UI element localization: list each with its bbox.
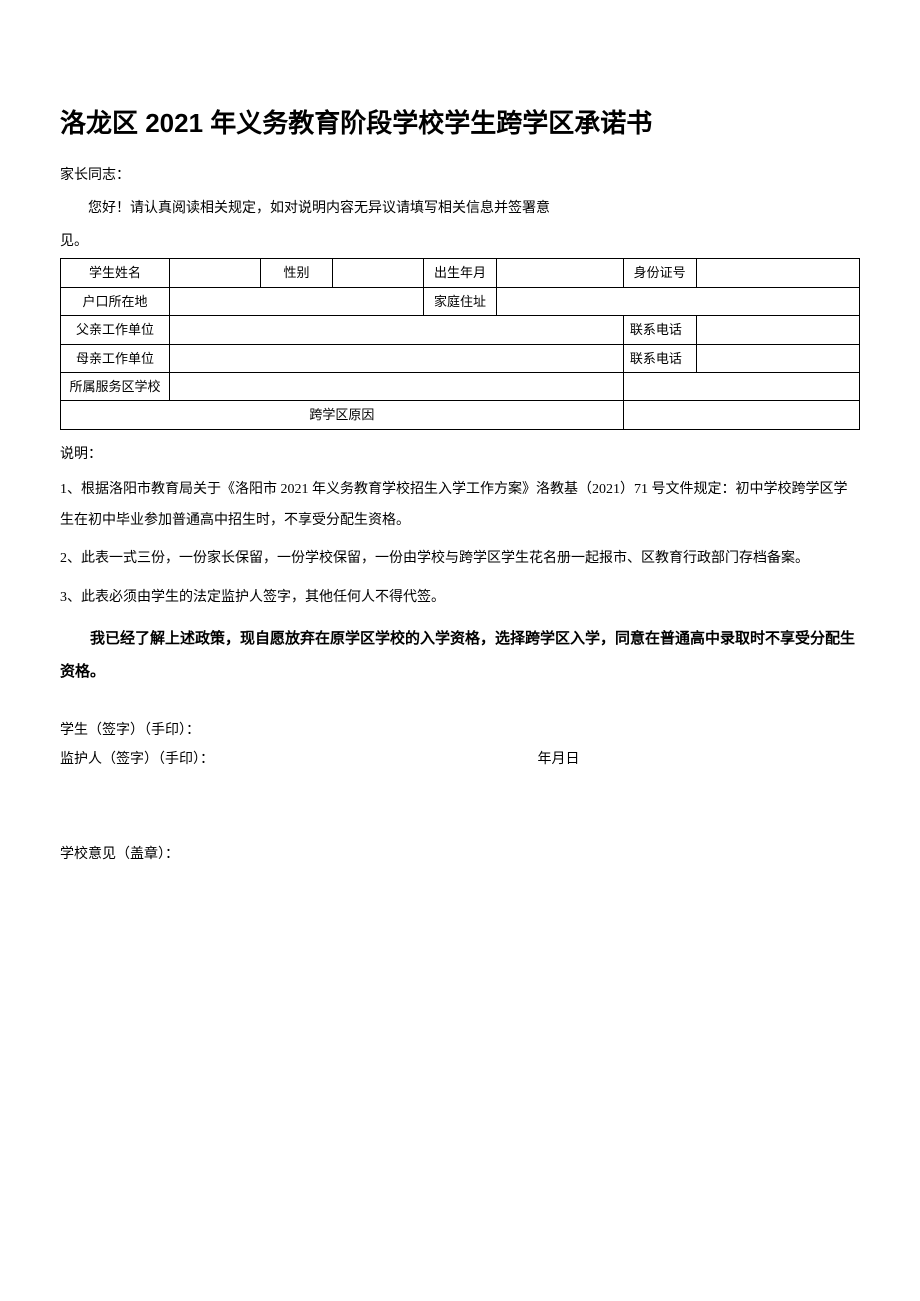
gender-value bbox=[333, 259, 424, 287]
table-row: 所属服务区学校 bbox=[61, 372, 860, 400]
id-value bbox=[696, 259, 860, 287]
description-item-3: 3、此表必须由学生的法定监护人签字，其他任何人不得代签。 bbox=[60, 583, 860, 614]
father-phone-label: 联系电话 bbox=[623, 316, 696, 344]
intro-text: 您好！请认真阅读相关规定，如对说明内容无异议请填写相关信息并签署意 bbox=[60, 196, 860, 221]
school-opinion-line: 学校意见（盖章）： bbox=[60, 842, 860, 867]
mother-work-label: 母亲工作单位 bbox=[61, 344, 170, 372]
description-heading: 说明： bbox=[60, 442, 860, 467]
birth-value bbox=[496, 259, 623, 287]
mother-phone-value bbox=[696, 344, 860, 372]
hukou-value bbox=[169, 287, 423, 315]
mother-work-value bbox=[169, 344, 623, 372]
service-school-label: 所属服务区学校 bbox=[61, 372, 170, 400]
service-school-value bbox=[169, 372, 623, 400]
student-signature-line: 学生（签字）（手印）： bbox=[60, 718, 860, 743]
gender-label: 性别 bbox=[260, 259, 333, 287]
student-name-value bbox=[169, 259, 260, 287]
date-label: 年月日 bbox=[538, 747, 580, 772]
cross-reason-value bbox=[623, 401, 859, 429]
father-phone-value bbox=[696, 316, 860, 344]
birth-label: 出生年月 bbox=[424, 259, 497, 287]
hukou-label: 户口所在地 bbox=[61, 287, 170, 315]
table-row: 户口所在地 家庭住址 bbox=[61, 287, 860, 315]
mother-phone-label: 联系电话 bbox=[623, 344, 696, 372]
form-table: 学生姓名 性别 出生年月 身份证号 户口所在地 家庭住址 父亲工作单位 联系电话… bbox=[60, 258, 860, 429]
document-title: 洛龙区 2021 年义务教育阶段学校学生跨学区承诺书 bbox=[60, 100, 860, 147]
father-work-value bbox=[169, 316, 623, 344]
table-row: 跨学区原因 bbox=[61, 401, 860, 429]
table-row: 母亲工作单位 联系电话 bbox=[61, 344, 860, 372]
father-work-label: 父亲工作单位 bbox=[61, 316, 170, 344]
description-item-1: 1、根据洛阳市教育局关于《洛阳市 2021 年义务教育学校招生入学工作方案》洛教… bbox=[60, 475, 860, 537]
table-row: 父亲工作单位 联系电话 bbox=[61, 316, 860, 344]
address-label: 家庭住址 bbox=[424, 287, 497, 315]
declaration-text: 我已经了解上述政策，现自愿放弃在原学区学校的入学资格，选择跨学区入学，同意在普通… bbox=[60, 622, 860, 688]
student-name-label: 学生姓名 bbox=[61, 259, 170, 287]
signature-section: 学生（签字）（手印）： 监护人（签字）（手印）： 年月日 bbox=[60, 718, 860, 772]
address-value bbox=[496, 287, 859, 315]
description-item-2: 2、此表一式三份，一份家长保留，一份学校保留，一份由学校与跨学区学生花名册一起报… bbox=[60, 544, 860, 575]
empty-cell bbox=[623, 372, 859, 400]
cross-reason-label: 跨学区原因 bbox=[61, 401, 624, 429]
greeting-text: 家长同志： bbox=[60, 163, 860, 188]
intro-continue: 见。 bbox=[60, 229, 860, 254]
table-row: 学生姓名 性别 出生年月 身份证号 bbox=[61, 259, 860, 287]
guardian-signature-label: 监护人（签字）（手印）： bbox=[60, 752, 214, 767]
id-label: 身份证号 bbox=[623, 259, 696, 287]
guardian-signature-line: 监护人（签字）（手印）： 年月日 bbox=[60, 747, 860, 772]
